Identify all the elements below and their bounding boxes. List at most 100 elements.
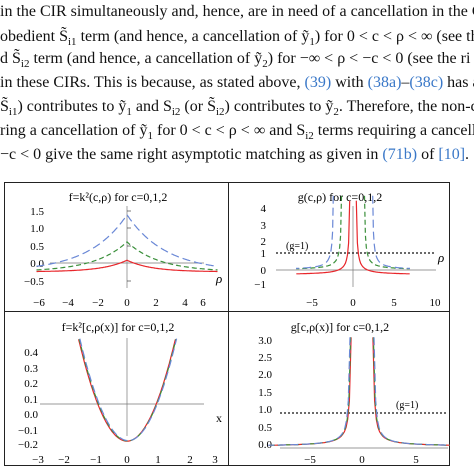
panel-4-title: g[c,ρ(x)] for c=0,1,2 — [291, 320, 389, 334]
text-span: ) contributes to ỹ — [224, 98, 334, 115]
text-span: in the CIR simultaneously and, hence, ar… — [0, 3, 474, 20]
panel-2-curve — [363, 195, 410, 270]
panel-1-xtick: 4 — [182, 297, 188, 309]
panel-1-xtick: −4 — [62, 297, 74, 309]
text-line: in these CIRs. This is because, as state… — [0, 73, 474, 93]
panel-1-ytick: −0.5 — [24, 276, 44, 288]
panel-1-ytick: 0.5 — [30, 241, 44, 253]
text-span: S̃ — [0, 98, 9, 115]
text-subscript: i2 — [215, 106, 225, 119]
panel-2-curve — [355, 200, 410, 275]
panel-4-ytick: 2.5 — [258, 352, 272, 364]
panel-2-x-label: ρ — [437, 250, 444, 265]
text-subscript: i1 — [68, 36, 77, 49]
text-span: obedient S̃ — [0, 28, 68, 45]
text-span: ) for −∞ < ρ < −c < 0 (see the ri — [267, 50, 471, 67]
panel-4-ytick: 3.0 — [258, 335, 272, 347]
panel-4-curve — [373, 337, 456, 446]
figure-frame — [4, 182, 450, 466]
panel-1-y-ticks — [127, 210, 131, 282]
panel-1-xtick: 0 — [124, 297, 130, 309]
text-line: d S̃i2 term (and hence, a cancellation o… — [0, 49, 470, 74]
panel-2-xtick: 10 — [430, 297, 442, 309]
citation-link[interactable]: [10] — [438, 146, 466, 163]
panel-1-ytick: 0.0 — [30, 258, 44, 270]
panel-2-curve — [296, 195, 334, 269]
text-line: obedient S̃i1 term (and hence, a cancell… — [0, 27, 474, 52]
panel-3-ytick: 0.1 — [24, 394, 38, 406]
text-span: terms requiring a cancellat — [313, 122, 474, 139]
text-span: has an — [447, 74, 474, 91]
paper-text: in the CIR simultaneously and, hence, ar… — [0, 0, 474, 176]
panel-1-curves — [36, 213, 218, 273]
panel-1-x-label: ρ — [215, 271, 222, 286]
text-span: (or S̃ — [180, 98, 216, 115]
panel-1-curve — [36, 213, 218, 267]
panel-4-ytick: 1.5 — [258, 387, 272, 399]
panel-1-title: f=k²(c,ρ) for c=0,1,2 — [69, 190, 168, 204]
panel-4-xtick: 5 — [413, 454, 419, 466]
panel-2-threshold-label: (g=1) — [286, 241, 308, 252]
text-subscript: 1 — [147, 130, 154, 143]
citation-link[interactable]: (39) — [304, 74, 332, 91]
text-span: d S̃ — [0, 50, 21, 67]
text-span: – — [401, 74, 410, 91]
panel-1-xtick: −6 — [33, 297, 45, 309]
panel-3-xtick: 1 — [155, 454, 161, 466]
text-span: . — [465, 146, 470, 163]
panel-4-ytick: 2.0 — [258, 369, 272, 381]
panel-4-curve — [269, 337, 352, 446]
panel-2-ytick: 4 — [261, 203, 267, 215]
panel-3-ytick: 0.2 — [24, 378, 38, 390]
panel-3-xtick: −3 — [32, 454, 44, 466]
citation-link[interactable]: (38c) — [409, 74, 444, 91]
panel-2-ytick: 2 — [261, 236, 267, 248]
text-subscript: i2 — [20, 58, 30, 71]
panel-2-xtick: −5 — [306, 297, 318, 309]
panel-1-xtick: −2 — [92, 297, 104, 309]
text-span: ring a cancellation of ỹ — [0, 122, 148, 139]
panel-3-curve — [79, 338, 178, 442]
panel-3-xtick: −2 — [58, 454, 70, 466]
text-subscript: 2 — [262, 58, 268, 71]
text-span: . Therefore, the non-c — [338, 98, 474, 115]
panel-1-ytick: 1.5 — [30, 206, 44, 218]
panel-4-threshold-label: (g=1) — [396, 400, 418, 411]
panel-4-ytick: 0.0 — [258, 439, 272, 451]
panel-4-curve — [372, 337, 456, 446]
text-span: with — [331, 74, 368, 91]
panel-4-curve — [268, 337, 351, 446]
text-span: term (and hence, a cancellation of ỹ — [29, 50, 263, 67]
panel-2-ytick: −1 — [254, 279, 266, 291]
text-subscript: 2 — [333, 106, 339, 119]
panel-2-curve — [296, 195, 343, 270]
panel-2-curve — [296, 200, 351, 275]
panel-1-xtick: 6 — [200, 297, 206, 309]
panel-1-curve — [36, 241, 218, 271]
panel-2-curve — [372, 195, 410, 269]
text-subscript: 1 — [126, 106, 132, 119]
panel-3-xtick: 3 — [212, 454, 218, 466]
panel-4-plot: 3.0 2.5 2.0 1.5 1.0 0.5 0.0 −5 0 5 (g=1) — [258, 335, 456, 466]
panel-3-x-label: x — [216, 411, 222, 425]
panel-1-ytick: 1.0 — [30, 223, 44, 235]
panel-2-ytick: 0 — [261, 265, 267, 277]
citation-link[interactable]: (38a) — [367, 74, 402, 91]
text-line: S̃i1) contributes to ỹ1 and Si2 (or S̃i2… — [0, 97, 474, 122]
panel-4-curves — [268, 337, 456, 446]
panel-1-plot: 1.5 1.0 0.5 0.0 −0.5 −6 −4 −2 0 2 4 6 ρ — [24, 206, 222, 309]
panel-2-ytick: 3 — [261, 220, 267, 232]
panel-3-plot: 0.4 0.3 0.2 0.1 0.0 −0.1 −0.2 −3 −2 −1 0… — [18, 338, 222, 466]
panel-3-ytick: −0.1 — [18, 425, 38, 437]
text-span: in these CIRs. This is because, as state… — [0, 74, 305, 91]
text-subscript: 1 — [309, 36, 315, 49]
panel-3-xtick: 2 — [187, 454, 193, 466]
panel-2-xtick: 0 — [350, 297, 356, 309]
text-span: for 0 < c < ρ < ∞ and S — [153, 122, 306, 139]
panel-4-ytick: 0.5 — [258, 422, 272, 434]
panel-3-xtick: −1 — [90, 454, 102, 466]
citation-link[interactable]: (71b) — [382, 146, 418, 163]
panel-4-curve — [268, 337, 352, 446]
text-span: and S — [131, 98, 172, 115]
panel-3-ytick: 0.4 — [24, 347, 38, 359]
